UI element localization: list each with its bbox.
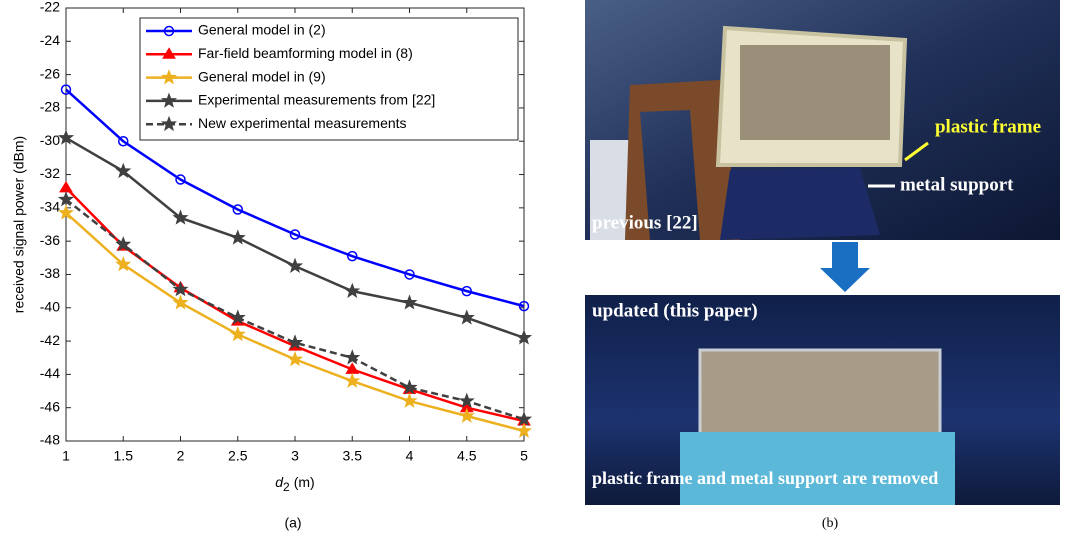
marker xyxy=(286,257,304,273)
marker xyxy=(118,135,129,147)
series-line xyxy=(65,88,525,308)
x-tick-label: 4.5 xyxy=(457,448,477,464)
x-tick-label: 4 xyxy=(406,448,414,464)
photo-note: plastic frame and metal support are remo… xyxy=(592,468,938,488)
marker xyxy=(344,349,361,365)
marker xyxy=(232,204,243,215)
x-tick-label: 1 xyxy=(62,448,70,464)
marker xyxy=(289,229,301,240)
marker xyxy=(461,285,472,297)
marker xyxy=(172,294,189,310)
y-tick-label: -34 xyxy=(40,199,60,215)
chair xyxy=(625,80,740,240)
marker xyxy=(518,300,530,312)
marker xyxy=(344,372,361,388)
antenna-array xyxy=(740,45,890,140)
legend-marker xyxy=(160,115,178,132)
marker xyxy=(286,334,304,350)
marker xyxy=(515,329,533,345)
x-label-unit: (m) xyxy=(294,474,315,490)
y-tick-label: -28 xyxy=(40,99,60,115)
x-tick-label: 2.5 xyxy=(228,448,248,464)
legend-label: General model in (9) xyxy=(198,68,326,84)
legend-label: General model in (2) xyxy=(198,22,326,38)
marker xyxy=(458,392,475,408)
y-tick-label: -22 xyxy=(40,0,60,15)
legend-label: New experimental measurements xyxy=(198,115,407,131)
x-tick-label: 3.5 xyxy=(343,448,363,464)
x-tick-label: 3 xyxy=(291,448,299,464)
photo-updated: updated (this paper) plastic frame and m… xyxy=(585,295,1060,505)
photo-caption: previous [22] xyxy=(592,212,698,233)
legend-marker xyxy=(162,47,176,59)
photo-caption: updated (this paper) xyxy=(592,300,758,321)
marker xyxy=(286,350,304,367)
metal-support xyxy=(720,168,880,240)
y-axis-label: received signal power (dBm) xyxy=(11,136,27,313)
x-label-sub: 2 xyxy=(283,480,290,494)
photo-previous: plastic frame metal support previous [22… xyxy=(585,0,1060,240)
annotation: metal support xyxy=(900,174,1014,195)
antenna-array xyxy=(698,348,942,437)
panel-label: (b) xyxy=(822,516,839,531)
series-line xyxy=(65,198,525,421)
marker xyxy=(115,236,132,252)
marker xyxy=(401,392,418,408)
marker xyxy=(172,280,189,297)
marker xyxy=(57,129,75,145)
y-tick-label: -26 xyxy=(40,65,60,81)
marker xyxy=(60,84,72,95)
y-tick-label: -24 xyxy=(40,32,60,48)
y-tick-label: -32 xyxy=(40,165,60,181)
y-tick-label: -48 xyxy=(40,432,60,448)
marker xyxy=(347,250,358,262)
legend-marker xyxy=(163,25,175,37)
legend-box xyxy=(139,17,519,141)
panel-label: (a) xyxy=(284,515,301,531)
marker xyxy=(458,309,475,325)
line-chart: -48 -46 -44 -42 -40 -38 -36 -34 -32 -30 -28 -26 -24 -… xyxy=(11,0,533,494)
foam-support xyxy=(680,432,955,505)
marker xyxy=(404,269,415,280)
marker xyxy=(458,407,475,423)
marker xyxy=(515,422,533,438)
marker xyxy=(57,204,75,220)
marker xyxy=(229,229,246,245)
legend-label: Far-field beamforming model in (8) xyxy=(198,45,413,61)
y-tick-label: -36 xyxy=(40,232,60,248)
arrow-down xyxy=(820,242,870,292)
marker xyxy=(515,410,533,427)
y-tick-label: -38 xyxy=(40,265,60,281)
legend-marker xyxy=(160,69,178,85)
legend-label: Experimental measurements from [22] xyxy=(198,92,435,108)
marker xyxy=(175,174,186,185)
legend-marker xyxy=(160,92,178,108)
marker xyxy=(115,162,132,179)
y-tick-label: -42 xyxy=(40,332,60,348)
annotation: plastic frame xyxy=(935,116,1041,137)
marker xyxy=(57,191,75,207)
marker xyxy=(229,309,246,325)
marker xyxy=(401,379,418,395)
y-tick-label: -40 xyxy=(40,298,60,314)
marker xyxy=(172,209,189,225)
marker xyxy=(344,282,361,298)
y-tick-label: -46 xyxy=(40,398,60,414)
marker xyxy=(229,325,246,342)
x-axis-label: d2 (m) xyxy=(275,474,314,494)
marker xyxy=(115,256,132,272)
y-tick-label: -44 xyxy=(40,365,60,381)
x-tick-label: 5 xyxy=(520,448,528,464)
y-tick-label: -30 xyxy=(40,132,60,148)
x-label-var: d xyxy=(275,474,284,490)
x-tick-label: 2 xyxy=(177,448,185,464)
arrow xyxy=(904,141,929,162)
marker xyxy=(401,294,418,310)
x-tick-label: 1.5 xyxy=(114,448,134,464)
